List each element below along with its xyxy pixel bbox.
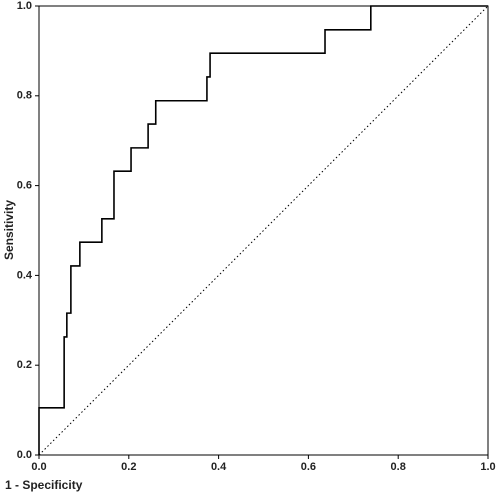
x-tick-label: 0.8 xyxy=(391,461,406,473)
x-axis-title: 1 - Specificity xyxy=(5,478,83,492)
y-axis-title: Sensitivity xyxy=(2,200,16,260)
x-tick-label: 0.2 xyxy=(121,461,136,473)
x-tick-label: 0.6 xyxy=(301,461,316,473)
x-tick-label: 0.0 xyxy=(31,461,46,473)
y-tick-label: 0.6 xyxy=(17,180,32,192)
y-tick-label: 1.0 xyxy=(17,0,32,12)
x-tick-label: 0.4 xyxy=(211,461,227,473)
x-tick-label: 1.0 xyxy=(480,461,495,473)
plot-frame xyxy=(38,5,489,456)
y-tick-label: 0.8 xyxy=(17,90,32,102)
y-tick-label: 0.2 xyxy=(17,359,32,371)
reference-line xyxy=(38,5,489,456)
y-tick-label: 0.4 xyxy=(17,269,33,281)
roc-curve xyxy=(38,5,488,455)
y-tick-label: 0.0 xyxy=(17,449,32,461)
